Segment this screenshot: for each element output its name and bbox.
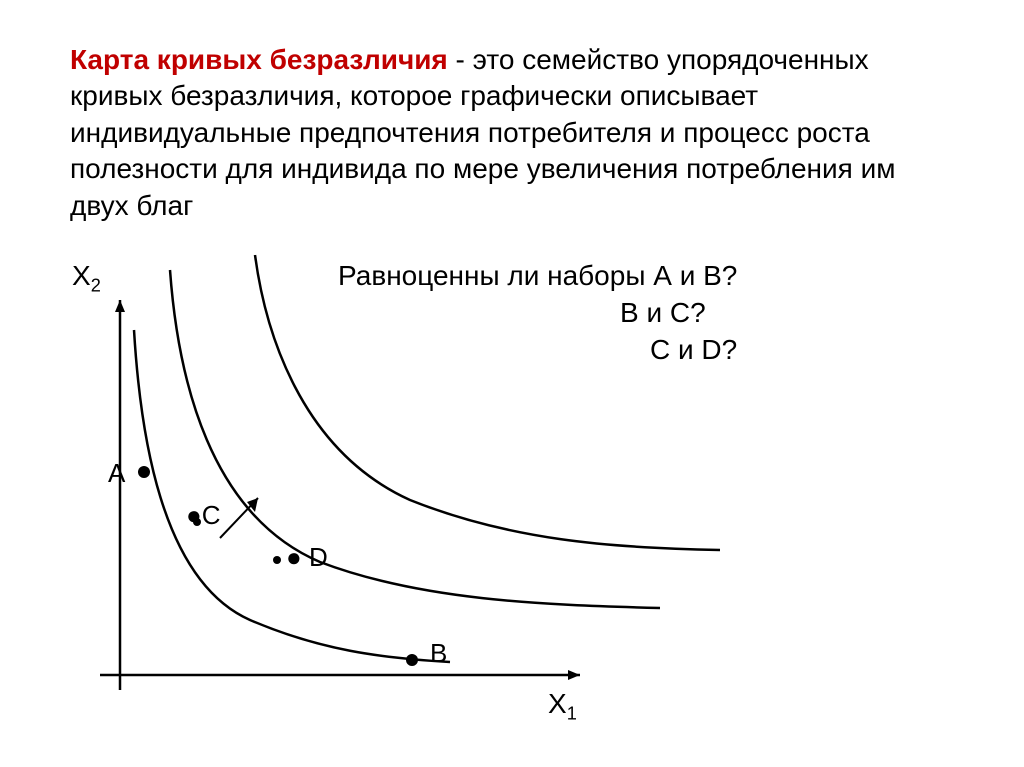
point-label-C: ●C [186, 500, 221, 531]
heading-text: Карта кривых безразличия - это семейство… [70, 42, 954, 224]
axis-y-label: X2 [72, 260, 101, 297]
point-label-D: ● D [286, 542, 328, 573]
heading-term: Карта кривых безразличия [70, 44, 448, 75]
point-label-A: А [108, 458, 125, 489]
point-label-B: B [430, 638, 447, 669]
axis-x-label: X1 [548, 688, 577, 725]
question-1: Равноценны ли наборы А и В? [338, 260, 737, 292]
